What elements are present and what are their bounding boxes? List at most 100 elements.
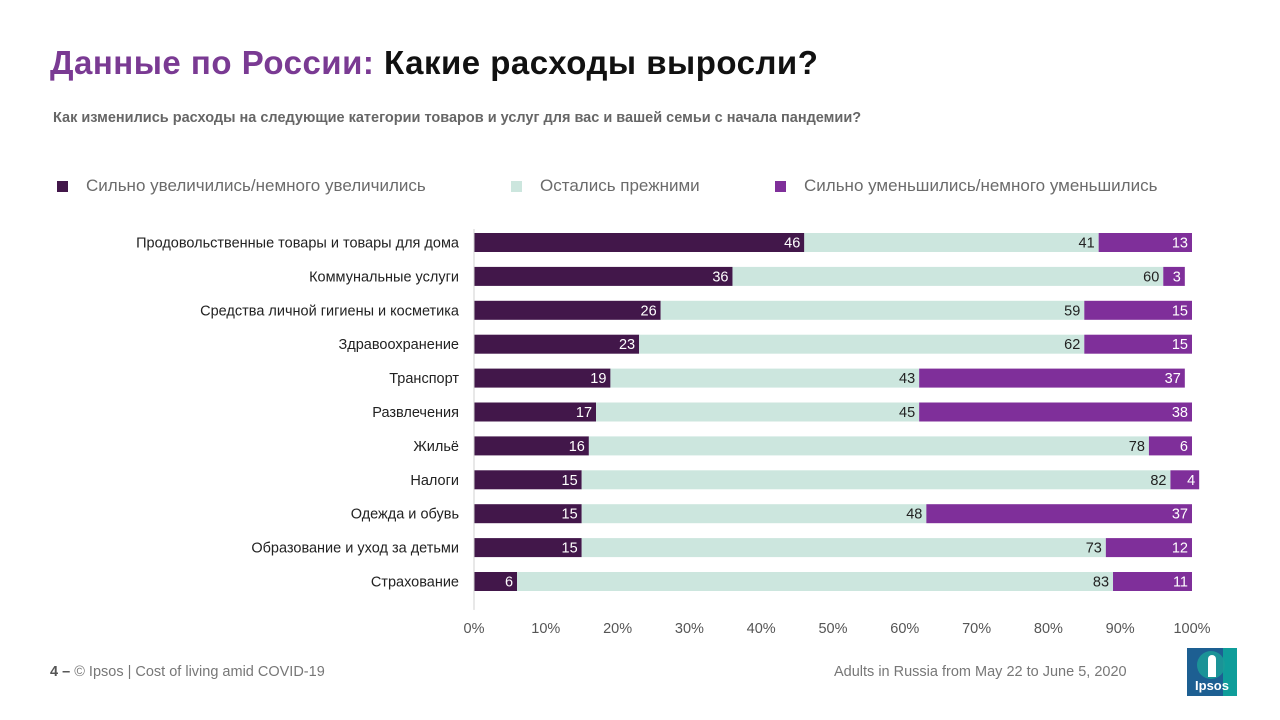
bar-segment-2 [517, 572, 1114, 591]
data-label: 62 [1064, 337, 1080, 353]
x-tick-label: 60% [890, 621, 919, 637]
bar-segment-2 [581, 470, 1171, 490]
footer-note: Adults in Russia from May 22 to June 5, … [834, 664, 1127, 680]
bar-segment-1 [474, 538, 582, 558]
data-label: 12 [1172, 541, 1188, 557]
bar-segment-3 [1105, 538, 1192, 558]
bar-segment-3 [1163, 266, 1185, 286]
category-label: Одежда и обувь [351, 507, 459, 523]
data-label: 6 [1180, 439, 1188, 455]
bar-segment-1 [474, 402, 597, 422]
legend-swatch-increased [57, 180, 68, 192]
x-tick-label: 90% [1106, 621, 1135, 637]
bar-segment-1 [474, 300, 661, 320]
data-label: 3 [1173, 269, 1181, 285]
bar-segment-3 [1098, 233, 1192, 252]
data-label: 41 [1079, 236, 1095, 252]
logo-mark [1208, 655, 1216, 677]
bar-segment-3 [1084, 334, 1192, 354]
x-tick-label: 0% [464, 621, 485, 637]
bar-segment-1 [474, 572, 518, 591]
bar-segment-2 [639, 334, 1085, 354]
bar-segment-2 [610, 368, 920, 388]
data-label: 17 [576, 405, 592, 421]
data-label: 37 [1172, 507, 1188, 523]
data-label: 15 [562, 541, 578, 557]
page-title: Данные по России: Какие расходы выросли? [50, 44, 818, 82]
category-label: Страхование [371, 575, 459, 591]
data-label: 13 [1172, 236, 1188, 252]
bar-segment-2 [581, 538, 1106, 558]
data-label: 45 [899, 405, 915, 421]
category-label: Коммунальные услуги [309, 269, 459, 285]
data-label: 26 [641, 303, 657, 319]
category-label: Жильё [413, 439, 459, 455]
data-label: 46 [784, 236, 800, 252]
x-tick-label: 20% [603, 621, 632, 637]
chart-subtitle: Как изменились расходы на следующие кате… [53, 110, 862, 126]
bar-segment-1 [474, 368, 611, 388]
data-label: 4 [1187, 473, 1195, 489]
legend-swatch-unchanged [511, 180, 522, 192]
x-tick-label: 30% [675, 621, 704, 637]
data-label: 82 [1150, 473, 1166, 489]
legend-label-increased: Сильно увеличились/немного увеличились [86, 176, 426, 195]
legend-swatch-decreased [775, 180, 786, 192]
bar-segment-3 [1148, 436, 1192, 456]
bar-segment-1 [474, 504, 582, 524]
bar-segment-3 [1113, 572, 1192, 591]
data-label: 15 [1172, 337, 1188, 353]
logo-band [1223, 648, 1237, 696]
x-tick-label: 40% [747, 621, 776, 637]
data-label: 36 [712, 269, 728, 285]
bar-segment-2 [588, 436, 1149, 456]
data-label: 37 [1165, 371, 1181, 387]
data-label: 15 [1172, 303, 1188, 319]
category-label: Продовольственные товары и товары для до… [136, 236, 460, 252]
bar-segment-1 [474, 233, 805, 252]
data-label: 78 [1129, 439, 1145, 455]
legend-item-increased: Сильно увеличились/немного увеличились [57, 176, 426, 196]
footer-copyright: © Ipsos | Cost of living amid COVID-19 [74, 664, 325, 680]
bar-segment-1 [474, 334, 640, 354]
data-label: 38 [1172, 405, 1188, 421]
bar-segment-3 [919, 368, 1185, 388]
bar-segment-2 [581, 504, 927, 524]
x-tick-label: 10% [531, 621, 560, 637]
bar-segment-1 [474, 470, 582, 490]
x-tick-label: 50% [818, 621, 847, 637]
legend-label-decreased: Сильно уменьшились/немного уменьшились [804, 176, 1158, 195]
data-label: 43 [899, 371, 915, 387]
title-accent: Данные по России: [50, 44, 375, 81]
bar-segment-2 [596, 402, 920, 422]
data-label: 73 [1086, 541, 1102, 557]
data-label: 48 [906, 507, 922, 523]
x-tick-label: 80% [1034, 621, 1063, 637]
category-label: Образование и уход за детьми [251, 541, 459, 557]
data-label: 11 [1173, 575, 1188, 591]
data-label: 83 [1093, 575, 1109, 591]
bar-segment-2 [804, 233, 1099, 252]
x-tick-label: 70% [962, 621, 991, 637]
data-label: 19 [590, 371, 606, 387]
bar-segment-3 [1084, 300, 1192, 320]
bar-segment-1 [474, 436, 589, 456]
data-label: 16 [569, 439, 585, 455]
title-main: Какие расходы выросли? [384, 44, 819, 81]
category-label: Транспорт [389, 371, 459, 387]
category-label: Здравоохранение [339, 337, 459, 353]
bar-segment-2 [732, 266, 1164, 286]
bar-segment-3 [1170, 470, 1200, 490]
data-label: 23 [619, 337, 635, 353]
data-label: 60 [1143, 269, 1159, 285]
logo-text: Ipsos [1195, 678, 1229, 693]
data-label: 59 [1064, 303, 1080, 319]
bar-segment-1 [474, 266, 733, 286]
bar-segment-2 [660, 300, 1085, 320]
data-label: 15 [562, 473, 578, 489]
bar-segment-3 [926, 504, 1192, 524]
x-tick-label: 100% [1173, 621, 1210, 637]
bar-segment-3 [919, 402, 1192, 422]
page-number: 4 – [50, 664, 71, 680]
